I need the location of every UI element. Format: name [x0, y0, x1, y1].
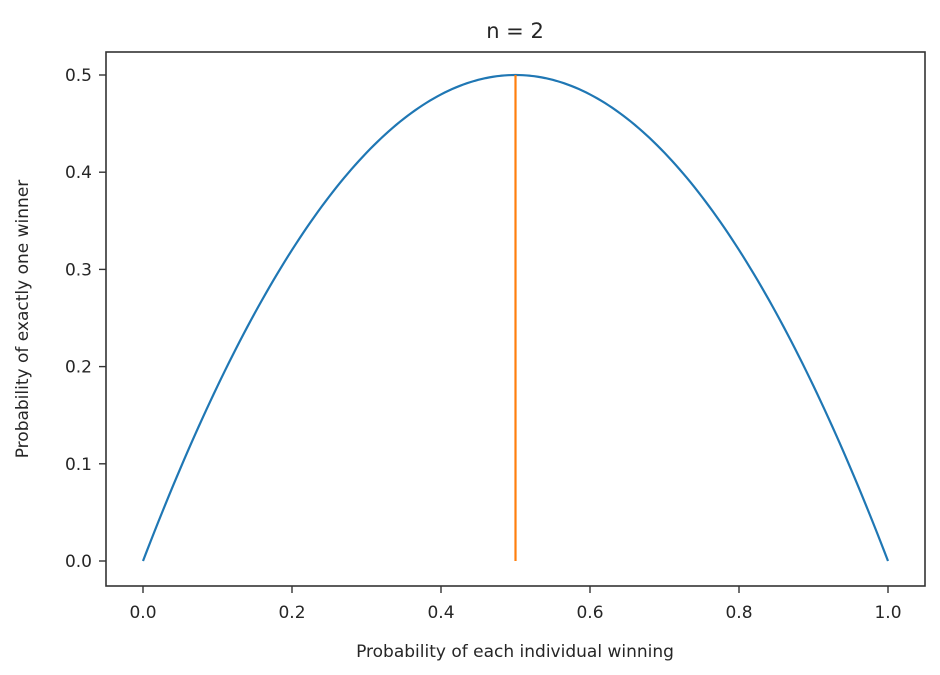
y-tick-label: 0.0 [65, 552, 92, 572]
chart-title: n = 2 [486, 19, 544, 43]
x-axis-label: Probability of each individual winning [356, 642, 674, 662]
plot-frame [105, 51, 926, 587]
y-tick-label: 0.5 [65, 66, 92, 86]
series-layer [141, 73, 890, 562]
x-tick-label: 1.0 [874, 603, 901, 623]
x-tick-label: 0.8 [725, 603, 752, 623]
x-tick-label: 0.6 [576, 603, 603, 623]
x-tick-label: 0.4 [427, 603, 454, 623]
x-tick-label: 0.2 [278, 603, 305, 623]
x-ticks: 0.0 0.2 0.4 0.6 0.8 1.0 [129, 586, 902, 623]
x-tick-label: 0.0 [129, 603, 156, 623]
y-tick-label: 0.2 [65, 358, 92, 378]
y-tick-label: 0.1 [65, 455, 92, 475]
x-axis: 0.0 0.2 0.4 0.6 0.8 1.0 Probability of each i… [129, 586, 902, 662]
plot-area [105, 51, 926, 587]
y-ticks: 0.0 0.1 0.2 0.3 0.4 0.5 [65, 66, 106, 572]
y-axis-label: Probability of exactly one winner [13, 180, 33, 459]
y-axis: 0.0 0.1 0.2 0.3 0.4 0.5 Probability of exactl… [13, 66, 106, 572]
y-tick-label: 0.4 [65, 163, 92, 183]
y-tick-label: 0.3 [65, 260, 92, 280]
